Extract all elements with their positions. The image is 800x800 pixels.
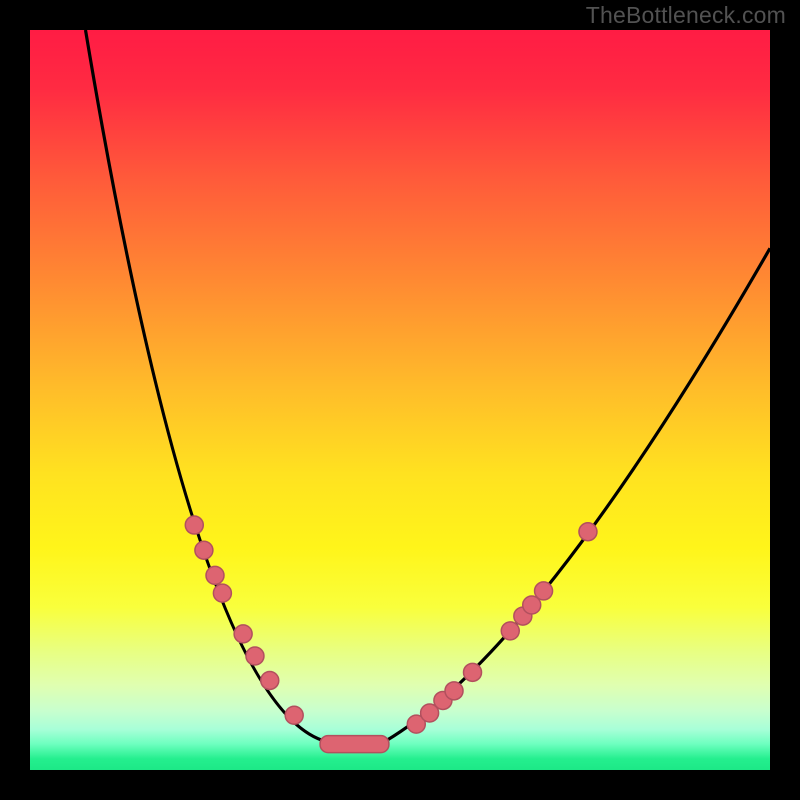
data-marker (185, 516, 203, 534)
attribution-text: TheBottleneck.com (586, 2, 786, 29)
chart-stage: TheBottleneck.com (0, 0, 800, 800)
data-marker (579, 523, 597, 541)
data-marker (261, 671, 279, 689)
gradient-panel (30, 30, 770, 770)
data-marker (213, 584, 231, 602)
valley-bar (320, 736, 389, 753)
data-marker (246, 647, 264, 665)
data-marker (501, 622, 519, 640)
data-marker (445, 682, 463, 700)
chart-svg (0, 0, 800, 800)
data-marker (285, 706, 303, 724)
data-marker (195, 541, 213, 559)
data-marker (535, 582, 553, 600)
data-marker (464, 663, 482, 681)
data-marker (206, 566, 224, 584)
data-marker (234, 625, 252, 643)
